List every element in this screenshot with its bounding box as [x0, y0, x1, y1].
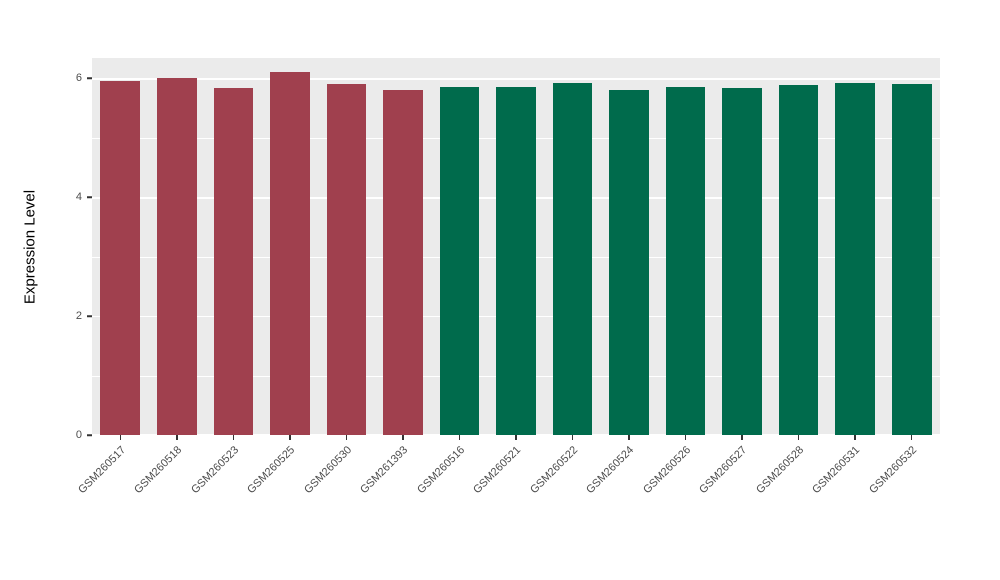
y-axis-ticks: 0 2 4 6 [0, 58, 92, 441]
x-tick-label: GSM260527 [697, 444, 750, 497]
x-tick-label: GSM260525 [245, 444, 298, 497]
x-tick-label: GSM260532 [867, 444, 920, 497]
y-tick-label: 2 [75, 310, 82, 323]
x-tick-mark [628, 435, 630, 440]
x-tick-mark [402, 435, 404, 440]
bar-GSM261393 [383, 90, 423, 435]
x-tick-mark [232, 435, 235, 440]
x-tick-mark [515, 435, 517, 440]
bar-GSM260532 [891, 84, 932, 435]
x-axis-labels: GSM260517 GSM260518 GSM260523 GSM260525 GSM2… [76, 435, 940, 580]
x-tick-mark [797, 435, 800, 440]
major-gridline [92, 78, 940, 80]
bar-GSM260531 [835, 82, 875, 435]
x-tick-label: GSM260530 [301, 444, 354, 497]
bar-GSM260525 [270, 72, 310, 435]
x-tick-mark [458, 435, 461, 440]
x-tick-mark [684, 435, 687, 440]
x-tick-label: GSM260516 [414, 444, 467, 497]
x-tick-label: GSM260524 [584, 444, 637, 497]
x-tick-label: GSM260526 [640, 444, 694, 497]
bar-GSM260517 [100, 81, 141, 435]
x-tick-label: GSM260531 [810, 444, 863, 497]
bar-GSM260527 [722, 88, 762, 435]
bar-GSM260530 [326, 84, 367, 435]
x-tick-mark [345, 435, 348, 440]
x-tick-label: GSM260528 [753, 444, 807, 497]
x-tick-mark [854, 435, 856, 440]
y-tick-label: 4 [75, 191, 82, 204]
x-tick-mark [289, 435, 291, 440]
x-tick-label: GSM260523 [188, 444, 241, 497]
y-tick-label: 0 [75, 429, 82, 441]
bar-GSM260524 [609, 90, 649, 435]
bar-GSM260521 [496, 87, 536, 435]
y-tick-mark [87, 315, 92, 317]
x-tick-mark [741, 435, 743, 440]
x-tick-mark [176, 435, 178, 440]
x-tick-label: GSM260518 [132, 444, 185, 497]
y-tick-mark [87, 77, 92, 79]
x-tick-label: GSM260517 [75, 444, 128, 497]
x-tick-label: GSM260522 [527, 444, 581, 497]
x-tick-mark [571, 435, 574, 440]
x-tick-mark [910, 435, 913, 440]
y-tick-mark [87, 196, 92, 198]
y-tick-label: 6 [75, 72, 82, 85]
x-tick-mark [119, 435, 122, 440]
bar-GSM260522 [552, 82, 593, 435]
bar-GSM260516 [439, 86, 480, 435]
bar-GSM260528 [778, 85, 819, 435]
plot-panel [92, 58, 940, 435]
bar-GSM260523 [213, 88, 254, 435]
x-tick-label: GSM260521 [471, 444, 524, 497]
y-tick-mark [87, 434, 92, 436]
x-tick-label: GSM261393 [358, 444, 411, 497]
bar-GSM260518 [157, 78, 197, 435]
bar-GSM260526 [665, 87, 706, 435]
